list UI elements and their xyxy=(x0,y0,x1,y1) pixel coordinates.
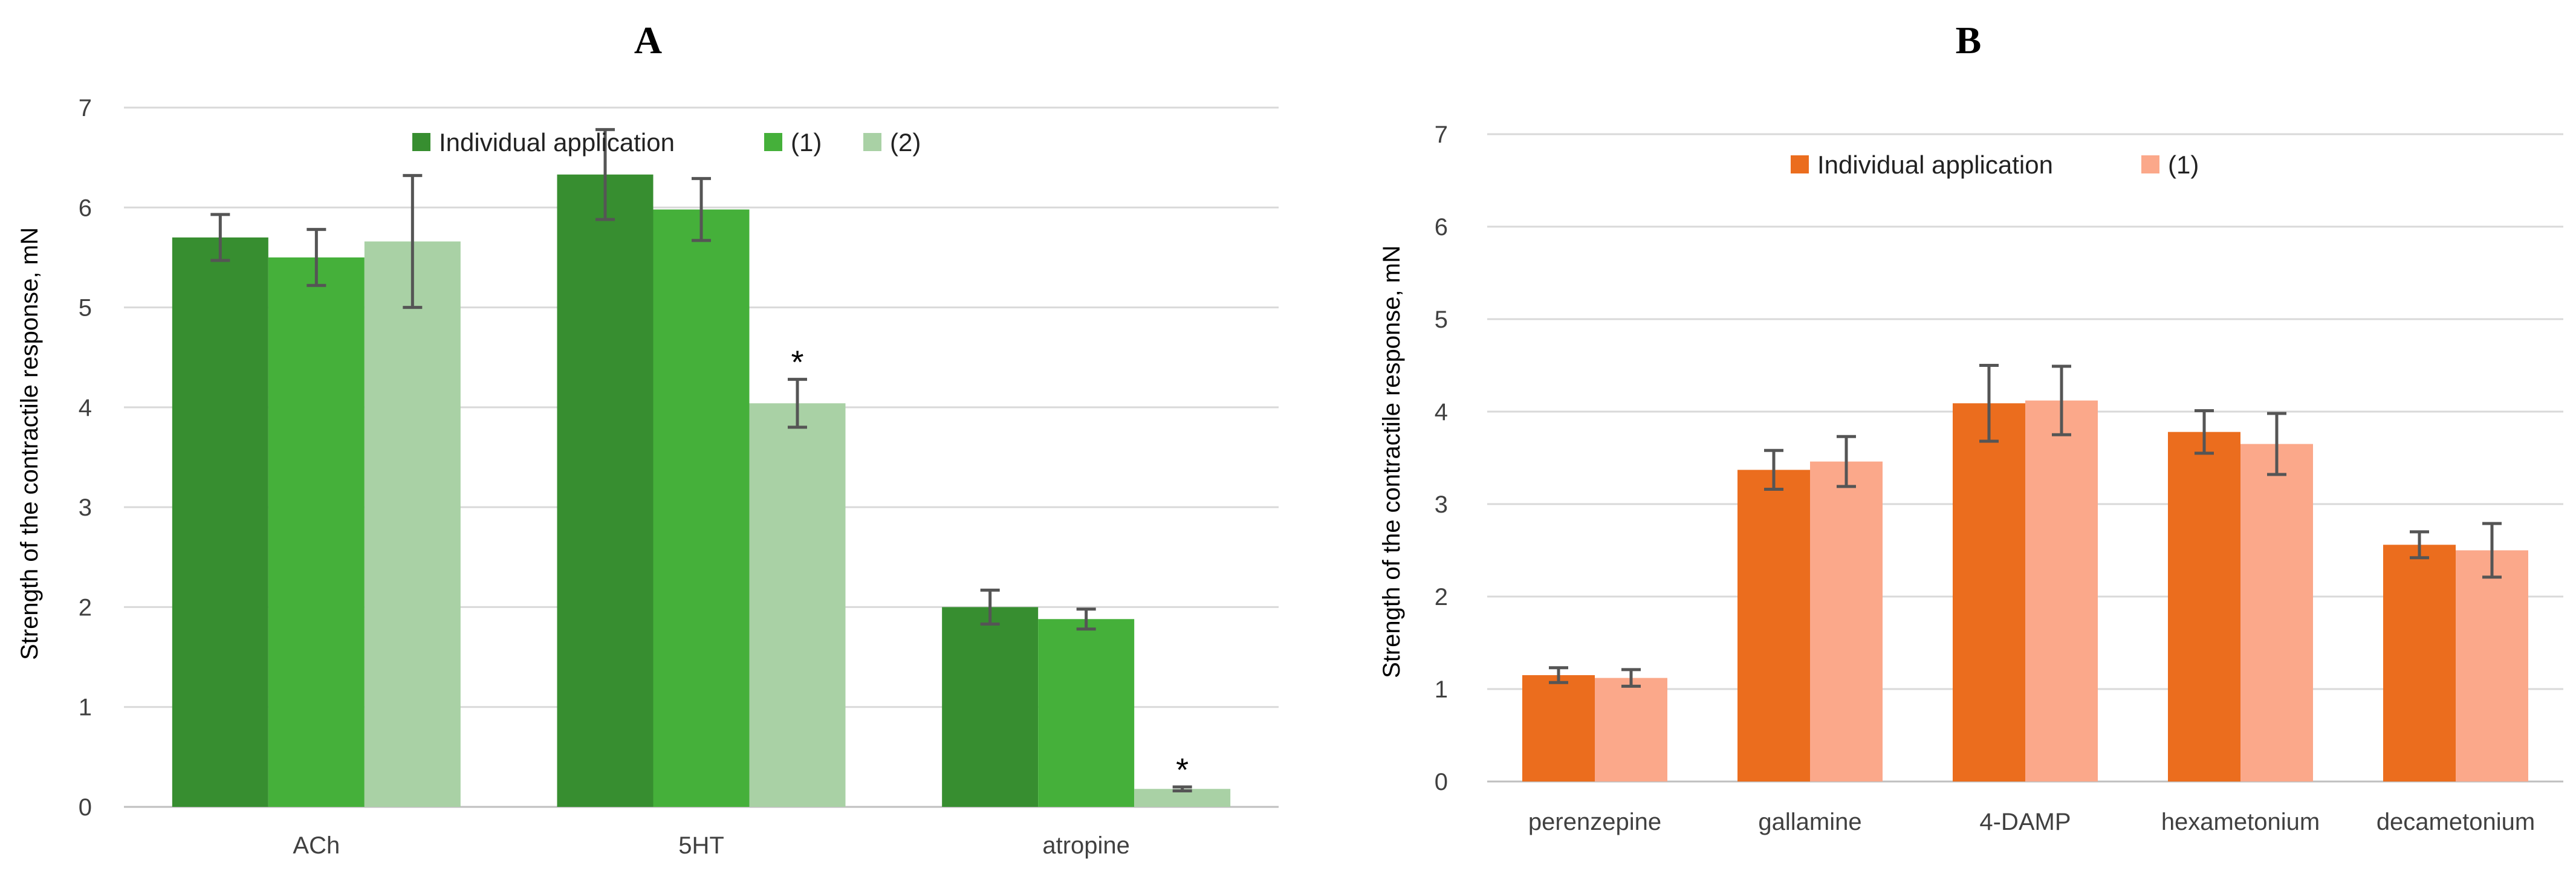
x-tick-label: 4-DAMP xyxy=(1979,809,2071,835)
x-tick-label: hexametonium xyxy=(2161,809,2320,835)
bar-5ht-s2s xyxy=(749,403,846,807)
panel-b-y-ticks: 0 1 2 3 4 5 6 7 xyxy=(1435,121,1448,795)
bar-perenzepine-s1s xyxy=(1595,678,1667,782)
bar-hexametonium-s1s xyxy=(2240,444,2313,782)
error-bar xyxy=(1549,666,1568,684)
bar-perenzepine-individual xyxy=(1522,675,1595,782)
bar-hexametonium-individual xyxy=(2168,432,2240,782)
panel-b-legend: Individual application (1) xyxy=(1791,150,2199,179)
bar-5ht-s1s xyxy=(653,209,750,807)
error-bar xyxy=(1172,785,1192,793)
y-tick-label: 1 xyxy=(79,694,92,721)
legend-swatch xyxy=(1791,155,1809,173)
panel-a-error-bars xyxy=(210,128,1192,793)
error-bar xyxy=(1837,435,1856,488)
error-bar xyxy=(307,228,326,287)
panel-b-y-axis-label: Strength of the contractile response, mN xyxy=(1378,245,1405,678)
significance-marker: * xyxy=(791,345,803,381)
chart-panel-a: A Strength of the contractile response, … xyxy=(16,19,1279,859)
bar-4-damp-s1s xyxy=(2025,400,2098,782)
x-tick-label: decametonium xyxy=(2376,809,2535,835)
panel-a-bars xyxy=(172,174,1231,807)
error-bar xyxy=(595,128,615,221)
panel-a-y-axis-label: Strength of the contractile response, mN xyxy=(16,227,43,660)
panel-a-y-ticks: 0 1 2 3 4 5 6 7 xyxy=(79,95,92,821)
legend-label: (2) xyxy=(890,128,921,157)
error-bar xyxy=(1621,668,1641,688)
chart-panel-b: B Strength of the contractile response, … xyxy=(1378,19,2563,835)
legend-label: Individual application xyxy=(1817,150,2053,179)
legend-swatch xyxy=(863,133,881,151)
y-tick-label: 6 xyxy=(79,195,92,221)
y-tick-label: 5 xyxy=(79,295,92,322)
x-tick-label: gallamine xyxy=(1758,809,1861,835)
bar-ach-s1s xyxy=(268,257,365,807)
error-bar xyxy=(2052,364,2071,436)
error-bar xyxy=(210,213,230,262)
error-bar xyxy=(1764,448,1783,491)
error-bar xyxy=(1076,607,1096,631)
bar-ach-s2s xyxy=(364,241,461,807)
error-bar xyxy=(788,378,807,429)
error-bar xyxy=(2267,412,2286,476)
y-tick-label: 0 xyxy=(79,794,92,821)
x-tick-label: 5HT xyxy=(678,832,724,859)
y-tick-label: 3 xyxy=(1435,491,1448,518)
legend-label: (1) xyxy=(791,128,822,157)
legend-swatch xyxy=(2141,155,2159,173)
error-bar xyxy=(2410,530,2429,560)
panel-a-legend: Individual application (1) (2) xyxy=(412,128,921,157)
legend-swatch xyxy=(764,133,782,151)
y-tick-label: 7 xyxy=(1435,121,1448,148)
panel-b-bars xyxy=(1522,400,2528,782)
legend-swatch xyxy=(412,133,430,151)
panel-a-title: A xyxy=(634,19,662,62)
bar-atropine-s1s xyxy=(1038,619,1135,807)
bar-ach-individual xyxy=(172,237,268,807)
bar-5ht-individual xyxy=(557,174,654,807)
legend-label: Individual application xyxy=(439,128,675,157)
y-tick-label: 7 xyxy=(79,95,92,121)
bar-decametonium-s1s xyxy=(2456,550,2528,782)
y-tick-label: 0 xyxy=(1435,769,1448,795)
bar-gallamine-individual xyxy=(1737,470,1810,782)
significance-marker: * xyxy=(1176,752,1189,788)
error-bar xyxy=(2482,522,2502,579)
y-tick-label: 4 xyxy=(79,395,92,421)
panel-a-annotations: ** xyxy=(791,345,1189,788)
bar-decametonium-individual xyxy=(2383,545,2456,782)
error-bar xyxy=(403,173,423,309)
y-tick-label: 2 xyxy=(79,594,92,621)
y-tick-label: 3 xyxy=(79,494,92,521)
bar-4-damp-individual xyxy=(1953,403,2025,782)
panel-b-x-ticks: perenzepine gallamine 4-DAMP hexametonium de… xyxy=(1528,809,2535,835)
bar-gallamine-s1s xyxy=(1810,461,1883,782)
error-bar xyxy=(2195,409,2214,455)
panel-b-title: B xyxy=(1956,19,1982,62)
bar-atropine-individual xyxy=(942,607,1039,807)
panel-b-error-bars xyxy=(1549,364,2502,688)
y-tick-label: 5 xyxy=(1435,306,1448,333)
y-tick-label: 6 xyxy=(1435,214,1448,241)
error-bar xyxy=(692,176,711,242)
panel-a-x-ticks: ACh 5HT atropine xyxy=(293,832,1130,859)
y-tick-label: 1 xyxy=(1435,676,1448,703)
legend-label: (1) xyxy=(2168,150,2199,179)
error-bar xyxy=(1979,364,1999,443)
error-bar xyxy=(980,588,1000,626)
x-tick-label: ACh xyxy=(293,832,340,859)
y-tick-label: 2 xyxy=(1435,584,1448,610)
y-tick-label: 4 xyxy=(1435,399,1448,426)
x-tick-label: atropine xyxy=(1042,832,1130,859)
x-tick-label: perenzepine xyxy=(1528,809,1661,835)
